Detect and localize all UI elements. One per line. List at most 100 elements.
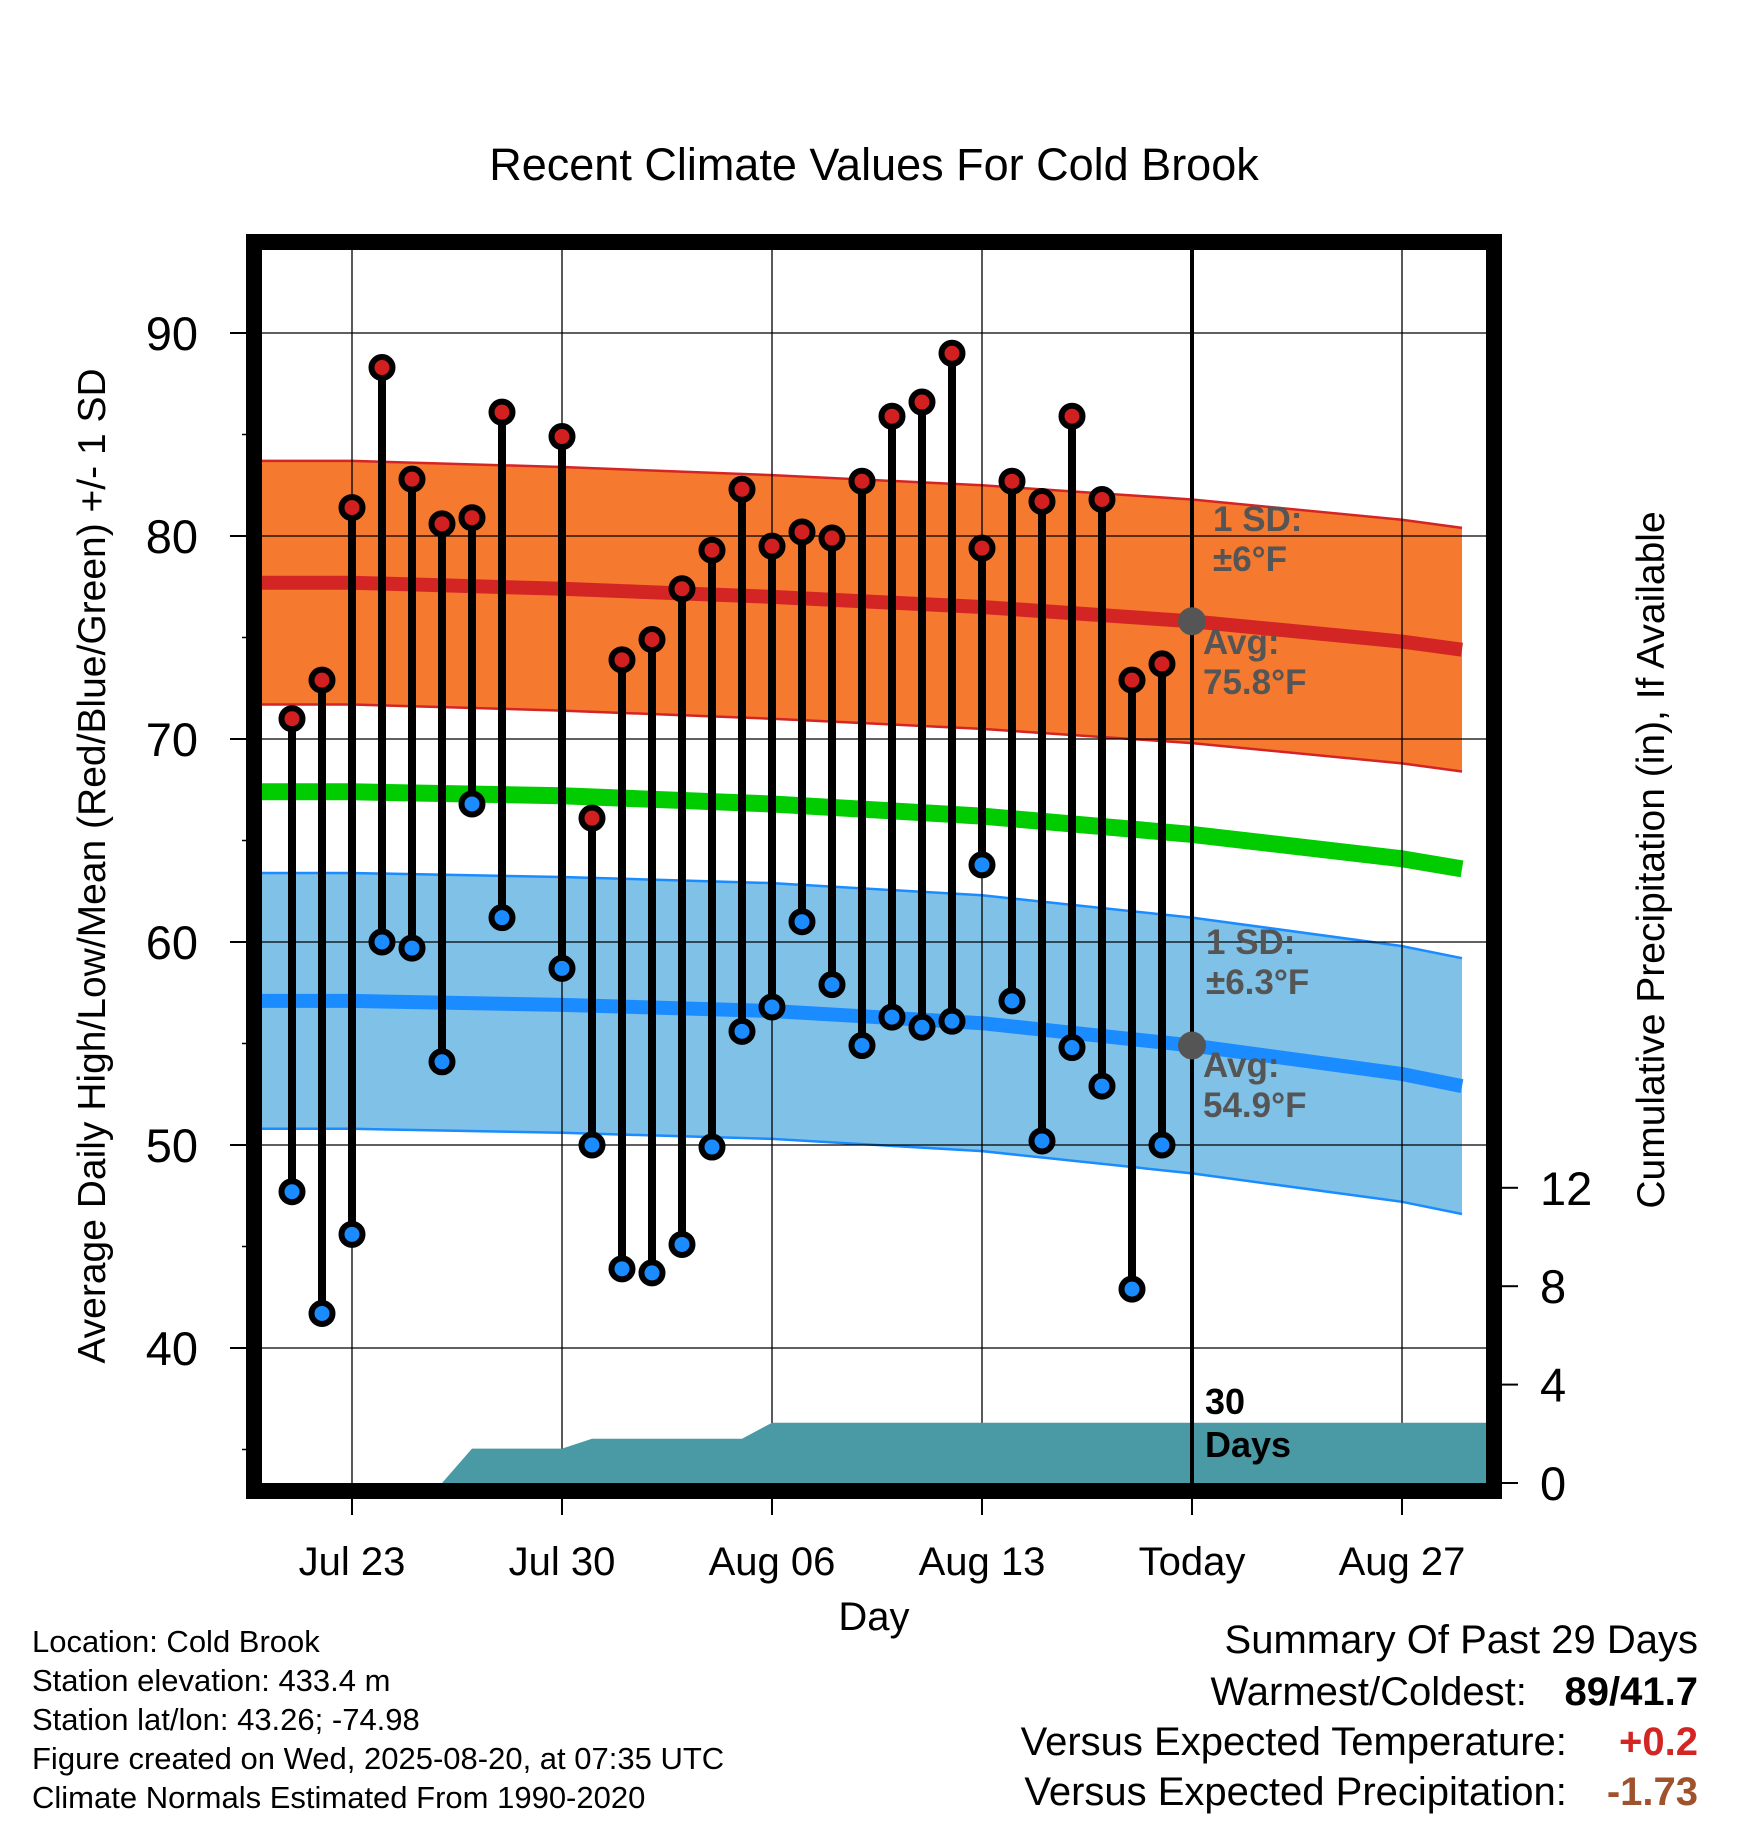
high-point — [728, 475, 756, 503]
plot-border — [246, 234, 1502, 1499]
high-point — [398, 465, 426, 493]
high-avg-today-marker — [1178, 607, 1206, 636]
mean-avg-line — [262, 783, 1464, 878]
high-point — [1058, 402, 1086, 430]
chart-title: Recent Climate Values For Cold Brook — [489, 139, 1259, 190]
high-point — [368, 354, 396, 382]
low-point — [878, 1003, 906, 1031]
high-sd-label-line-2: ±6°F — [1213, 540, 1287, 579]
high-point — [668, 575, 696, 603]
high-point — [998, 467, 1026, 495]
high-point — [848, 467, 876, 495]
high-point — [488, 398, 516, 426]
high-point — [338, 494, 366, 522]
low-sd-label-line-2: ±6.3°F — [1206, 963, 1309, 1002]
x-axis-label: Day — [838, 1595, 909, 1639]
high-point — [308, 666, 336, 694]
high-sd-upper-line — [262, 459, 1463, 530]
low-point — [908, 1013, 936, 1041]
y-tick-label: 80 — [146, 510, 198, 563]
summary-warmest-coldest: Warmest/Coldest: 89/41.7 — [1211, 1670, 1699, 1715]
summary-title: Summary Of Past 29 Days — [1224, 1618, 1698, 1662]
y2-axis-label: Cumulative Precipitation (in), If Availa… — [1630, 511, 1673, 1208]
low-point — [638, 1259, 666, 1287]
summary-temperature-label: Versus Expected Temperature: — [1020, 1720, 1567, 1764]
high-point — [758, 532, 786, 560]
low-point — [338, 1220, 366, 1248]
high-point — [968, 534, 996, 562]
low-point — [938, 1007, 966, 1035]
precip-days-label-line-2: Days — [1205, 1424, 1291, 1465]
low-point — [1088, 1072, 1116, 1100]
info-normals: Climate Normals Estimated From 1990-2020 — [32, 1780, 646, 1815]
axes: 40 50 60 70 80 90 0 4 8 12 Jul 23 Jul 30 Aug 06 Aug 1… — [71, 307, 1673, 1639]
high-point — [1088, 485, 1116, 513]
high-point — [938, 339, 966, 367]
high-avg-label-line-1: Avg: — [1203, 623, 1279, 662]
low-point — [398, 934, 426, 962]
high-point — [638, 626, 666, 654]
high-point — [788, 518, 816, 546]
summary-precipitation: Versus Expected Precipitation: -1.73 — [1024, 1770, 1698, 1815]
x-tick-label: Aug 13 — [919, 1540, 1046, 1584]
high-point — [1148, 650, 1176, 678]
summary-precipitation-value: -1.73 — [1606, 1770, 1698, 1814]
low-point — [458, 790, 486, 818]
precip-area-fill — [442, 1422, 1486, 1483]
high-avg-line — [262, 575, 1463, 657]
low-point — [368, 928, 396, 956]
high-point — [818, 524, 846, 552]
high-point — [608, 646, 636, 674]
low-avg-today-marker — [1178, 1031, 1206, 1060]
summary-temperature-value: +0.2 — [1619, 1720, 1698, 1764]
high-low-bars — [278, 339, 1176, 1327]
info-location: Location: Cold Brook — [32, 1624, 320, 1659]
info-latlon: Station lat/lon: 43.26; -74.98 — [32, 1702, 420, 1737]
summary-precipitation-label: Versus Expected Precipitation: — [1024, 1770, 1567, 1814]
x-tick-label: Jul 23 — [299, 1540, 406, 1584]
low-point — [1028, 1127, 1056, 1155]
y2-tick-label: 0 — [1540, 1457, 1566, 1510]
low-point — [818, 971, 846, 999]
y2-tick-label: 8 — [1540, 1260, 1566, 1313]
low-point — [998, 987, 1026, 1015]
low-point — [788, 908, 816, 936]
summary-warmest-coldest-label: Warmest/Coldest: — [1210, 1670, 1527, 1714]
high-sd-lower-line — [262, 703, 1463, 773]
info-created: Figure created on Wed, 2025-08-20, at 07… — [32, 1741, 725, 1776]
x-tick-label: Jul 30 — [509, 1540, 616, 1584]
y-tick-label: 50 — [146, 1119, 198, 1172]
y-axis-label: Average Daily High/Low/Mean (Red/Blue/Gr… — [71, 368, 114, 1363]
low-point — [728, 1017, 756, 1045]
high-point — [878, 402, 906, 430]
info-elevation: Station elevation: 433.4 m — [32, 1663, 391, 1698]
summary-temperature: Versus Expected Temperature: +0.2 — [1021, 1720, 1698, 1765]
low-point — [308, 1299, 336, 1327]
high-point — [548, 423, 576, 451]
precip-days-label-line-1: 30 — [1205, 1381, 1245, 1422]
high-point — [578, 804, 606, 832]
low-point — [1118, 1275, 1146, 1303]
low-avg-line — [262, 993, 1464, 1093]
high-avg-label-line-2: 75.8°F — [1203, 663, 1307, 702]
high-point — [1118, 666, 1146, 694]
low-avg-label-line-2: 54.9°F — [1203, 1086, 1307, 1125]
y2-tick-label: 4 — [1540, 1359, 1566, 1412]
y2-tick-label: 12 — [1540, 1162, 1592, 1215]
y-tick-label: 40 — [146, 1322, 198, 1375]
low-point — [278, 1178, 306, 1206]
high-point — [278, 705, 306, 733]
low-point — [1058, 1034, 1086, 1062]
y-tick-label: 70 — [146, 713, 198, 766]
high-point — [458, 504, 486, 532]
x-tick-label: Aug 06 — [709, 1540, 836, 1584]
plot-frame — [246, 234, 1502, 1499]
low-point — [1148, 1131, 1176, 1159]
low-avg-label-line-1: Avg: — [1203, 1046, 1279, 1085]
y-tick-label: 90 — [146, 307, 198, 360]
high-point — [908, 388, 936, 416]
x-tick-label: Today — [1139, 1540, 1246, 1584]
low-point — [578, 1131, 606, 1159]
